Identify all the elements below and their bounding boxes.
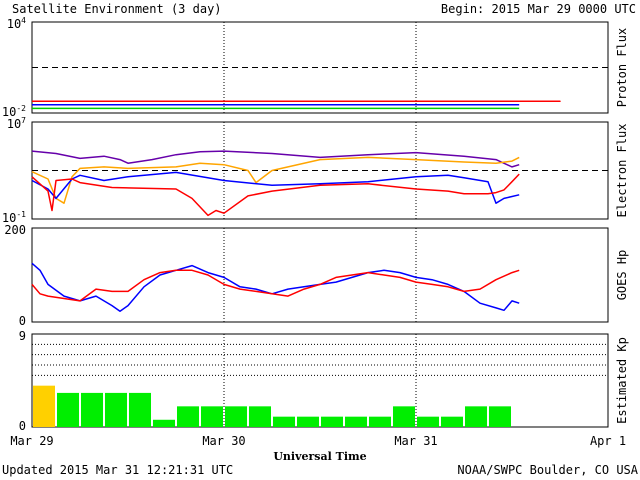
xtick-label-1: Mar 30 [202, 434, 245, 448]
kp-bar-18 [465, 406, 487, 427]
chart-title: Satellite Environment (3 day) [12, 2, 222, 16]
ytick-top-electron: 107 [7, 116, 26, 131]
kp-bar-10 [273, 416, 295, 427]
kp-bar-16 [417, 416, 439, 427]
kp-bar-5 [153, 419, 175, 427]
panel-frame-electron [31, 121, 609, 220]
xtick-label-0: Mar 29 [10, 434, 53, 448]
begin-time: Begin: 2015 Mar 29 0000 UTC [441, 2, 636, 16]
xtick-label-3: Apr 1 [590, 434, 626, 448]
kp-bar-11 [297, 416, 319, 427]
kp-bar-19 [489, 406, 511, 427]
ytick-top-kp: 9 [19, 329, 26, 343]
series-line-goes-hp-1 [31, 269, 520, 302]
ytick-top-goes-hp: 200 [4, 223, 26, 237]
ylabel-electron: Electron Flux [615, 124, 629, 218]
series-line-electron-0 [31, 150, 520, 168]
xtick-label-2: Mar 31 [394, 434, 437, 448]
kp-bar-4 [129, 392, 151, 427]
series-line-electron-3 [31, 173, 520, 217]
kp-bar-14 [369, 416, 391, 427]
ytick-top-proton: 104 [7, 16, 26, 31]
ytick-bottom-goes-hp: 0 [19, 314, 26, 328]
kp-bar-13 [345, 416, 367, 427]
panel-frame-goes-hp [31, 227, 609, 323]
kp-bar-17 [441, 416, 463, 427]
kp-bar-12 [321, 416, 343, 427]
ytick-bottom-kp: 0 [19, 419, 26, 433]
kp-bar-3 [105, 392, 127, 427]
series-line-electron-1 [31, 156, 520, 204]
kp-bar-7 [201, 406, 223, 427]
ylabel-proton: Proton Flux [615, 28, 629, 107]
ylabel-goes-hp: GOES Hp [615, 250, 629, 301]
credit-text: NOAA/SWPC Boulder, CO USA [457, 463, 638, 477]
kp-bar-1 [57, 392, 79, 427]
kp-bar-6 [177, 406, 199, 427]
updated-timestamp: Updated 2015 Mar 31 12:21:31 UTC [2, 463, 233, 477]
data-layer [31, 100, 561, 427]
ylabel-kp: Estimated Kp [615, 337, 629, 424]
kp-bar-8 [225, 406, 247, 427]
panel-frames [31, 21, 609, 428]
kp-bar-2 [81, 392, 103, 427]
kp-bar-0 [33, 385, 55, 427]
kp-bar-15 [393, 406, 415, 427]
series-line-electron-2 [31, 171, 520, 204]
panel-frame-kp [31, 333, 609, 428]
x-axis-label: Universal Time [273, 450, 366, 463]
kp-bar-9 [249, 406, 271, 427]
panel-frame-proton [31, 21, 609, 114]
